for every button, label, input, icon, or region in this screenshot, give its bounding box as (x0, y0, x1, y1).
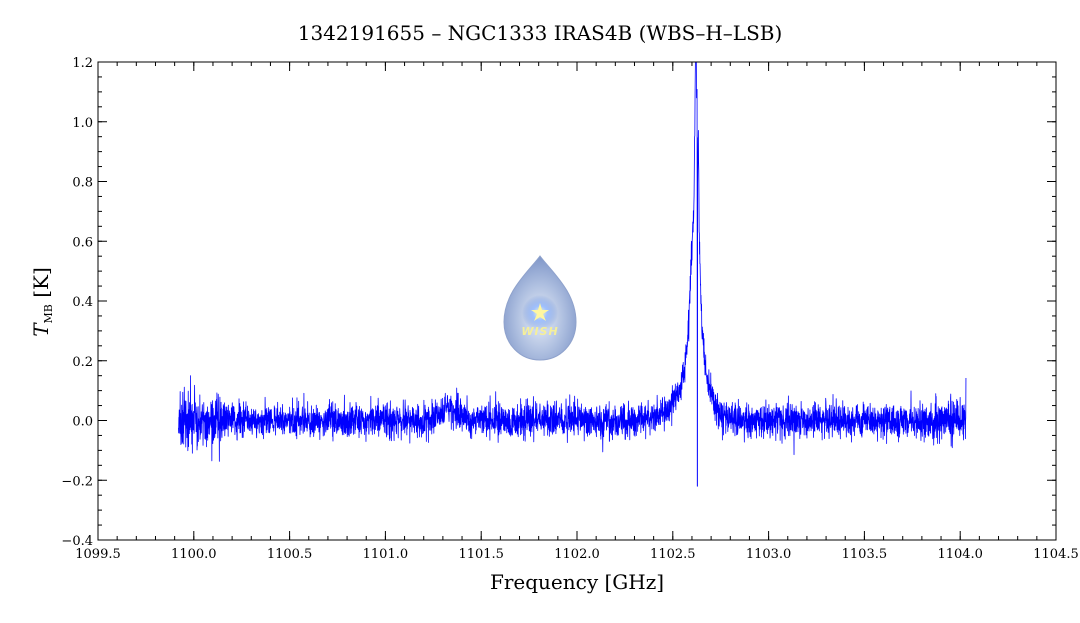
y-tick-label: 0.0 (72, 415, 93, 430)
y-tick-label: 0.2 (72, 355, 93, 370)
spectrum-line (178, 61, 967, 487)
x-tick-label: 1104.0 (937, 547, 983, 562)
x-tick-label: 1099.5 (75, 547, 121, 562)
y-tick-label: 0.8 (72, 176, 93, 191)
logo-text: WISH (521, 325, 558, 338)
chart-title: 1342191655 – NGC1333 IRAS4B (WBS–H–LSB) (298, 21, 783, 45)
x-tick-label: 1103.0 (746, 547, 792, 562)
y-tick-label: 1.0 (72, 116, 93, 131)
x-tick-label: 1100.0 (171, 547, 217, 562)
x-axis-label: Frequency [GHz] (490, 570, 664, 594)
x-tick-label: 1102.0 (554, 547, 600, 562)
wish-logo: WISH (503, 255, 577, 361)
y-tick-label: −0.2 (61, 474, 93, 489)
x-tick-label: 1102.5 (650, 547, 696, 562)
x-tick-label: 1101.5 (458, 547, 504, 562)
x-tick-label: 1101.0 (363, 547, 409, 562)
y-tick-label: 0.4 (72, 295, 93, 310)
x-tick-label: 1100.5 (267, 547, 313, 562)
plot-data (178, 61, 967, 487)
x-tick-label: 1103.5 (842, 547, 888, 562)
plot-axes: 1099.5 1100.0 1100.5 1101.0 1101.5 1102.0 1102… (61, 56, 1078, 562)
y-tick-label: 1.2 (72, 56, 93, 71)
y-tick-label: 0.6 (72, 235, 93, 250)
plot-frame (97, 61, 1057, 541)
y-axis-label: TMB [K] (29, 267, 55, 337)
star-icon (531, 303, 549, 321)
x-tick-label: 1104.5 (1033, 547, 1079, 562)
y-tick-label: −0.4 (61, 534, 93, 549)
